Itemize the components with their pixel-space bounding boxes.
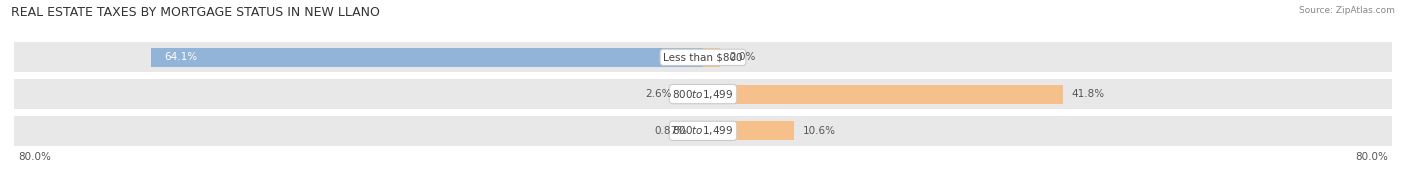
Text: Less than $800: Less than $800 bbox=[664, 52, 742, 62]
Text: 2.6%: 2.6% bbox=[645, 89, 672, 99]
Bar bbox=[150, 48, 703, 67]
Text: $800 to $1,499: $800 to $1,499 bbox=[672, 88, 734, 101]
Bar bbox=[703, 121, 794, 140]
Text: REAL ESTATE TAXES BY MORTGAGE STATUS IN NEW LLANO: REAL ESTATE TAXES BY MORTGAGE STATUS IN … bbox=[11, 6, 380, 19]
Text: $800 to $1,499: $800 to $1,499 bbox=[672, 124, 734, 137]
Text: 10.6%: 10.6% bbox=[803, 126, 837, 136]
Bar bbox=[14, 116, 1392, 146]
Text: 80.0%: 80.0% bbox=[18, 152, 51, 162]
Bar bbox=[14, 79, 1392, 109]
Bar bbox=[681, 84, 703, 104]
Text: Source: ZipAtlas.com: Source: ZipAtlas.com bbox=[1299, 6, 1395, 15]
Text: 0.87%: 0.87% bbox=[654, 126, 688, 136]
Bar bbox=[703, 48, 720, 67]
Text: 64.1%: 64.1% bbox=[165, 52, 197, 62]
Text: 41.8%: 41.8% bbox=[1071, 89, 1105, 99]
Bar bbox=[14, 42, 1392, 72]
Bar bbox=[696, 121, 703, 140]
Text: 80.0%: 80.0% bbox=[1355, 152, 1388, 162]
Bar bbox=[703, 84, 1063, 104]
Text: 2.0%: 2.0% bbox=[728, 52, 755, 62]
